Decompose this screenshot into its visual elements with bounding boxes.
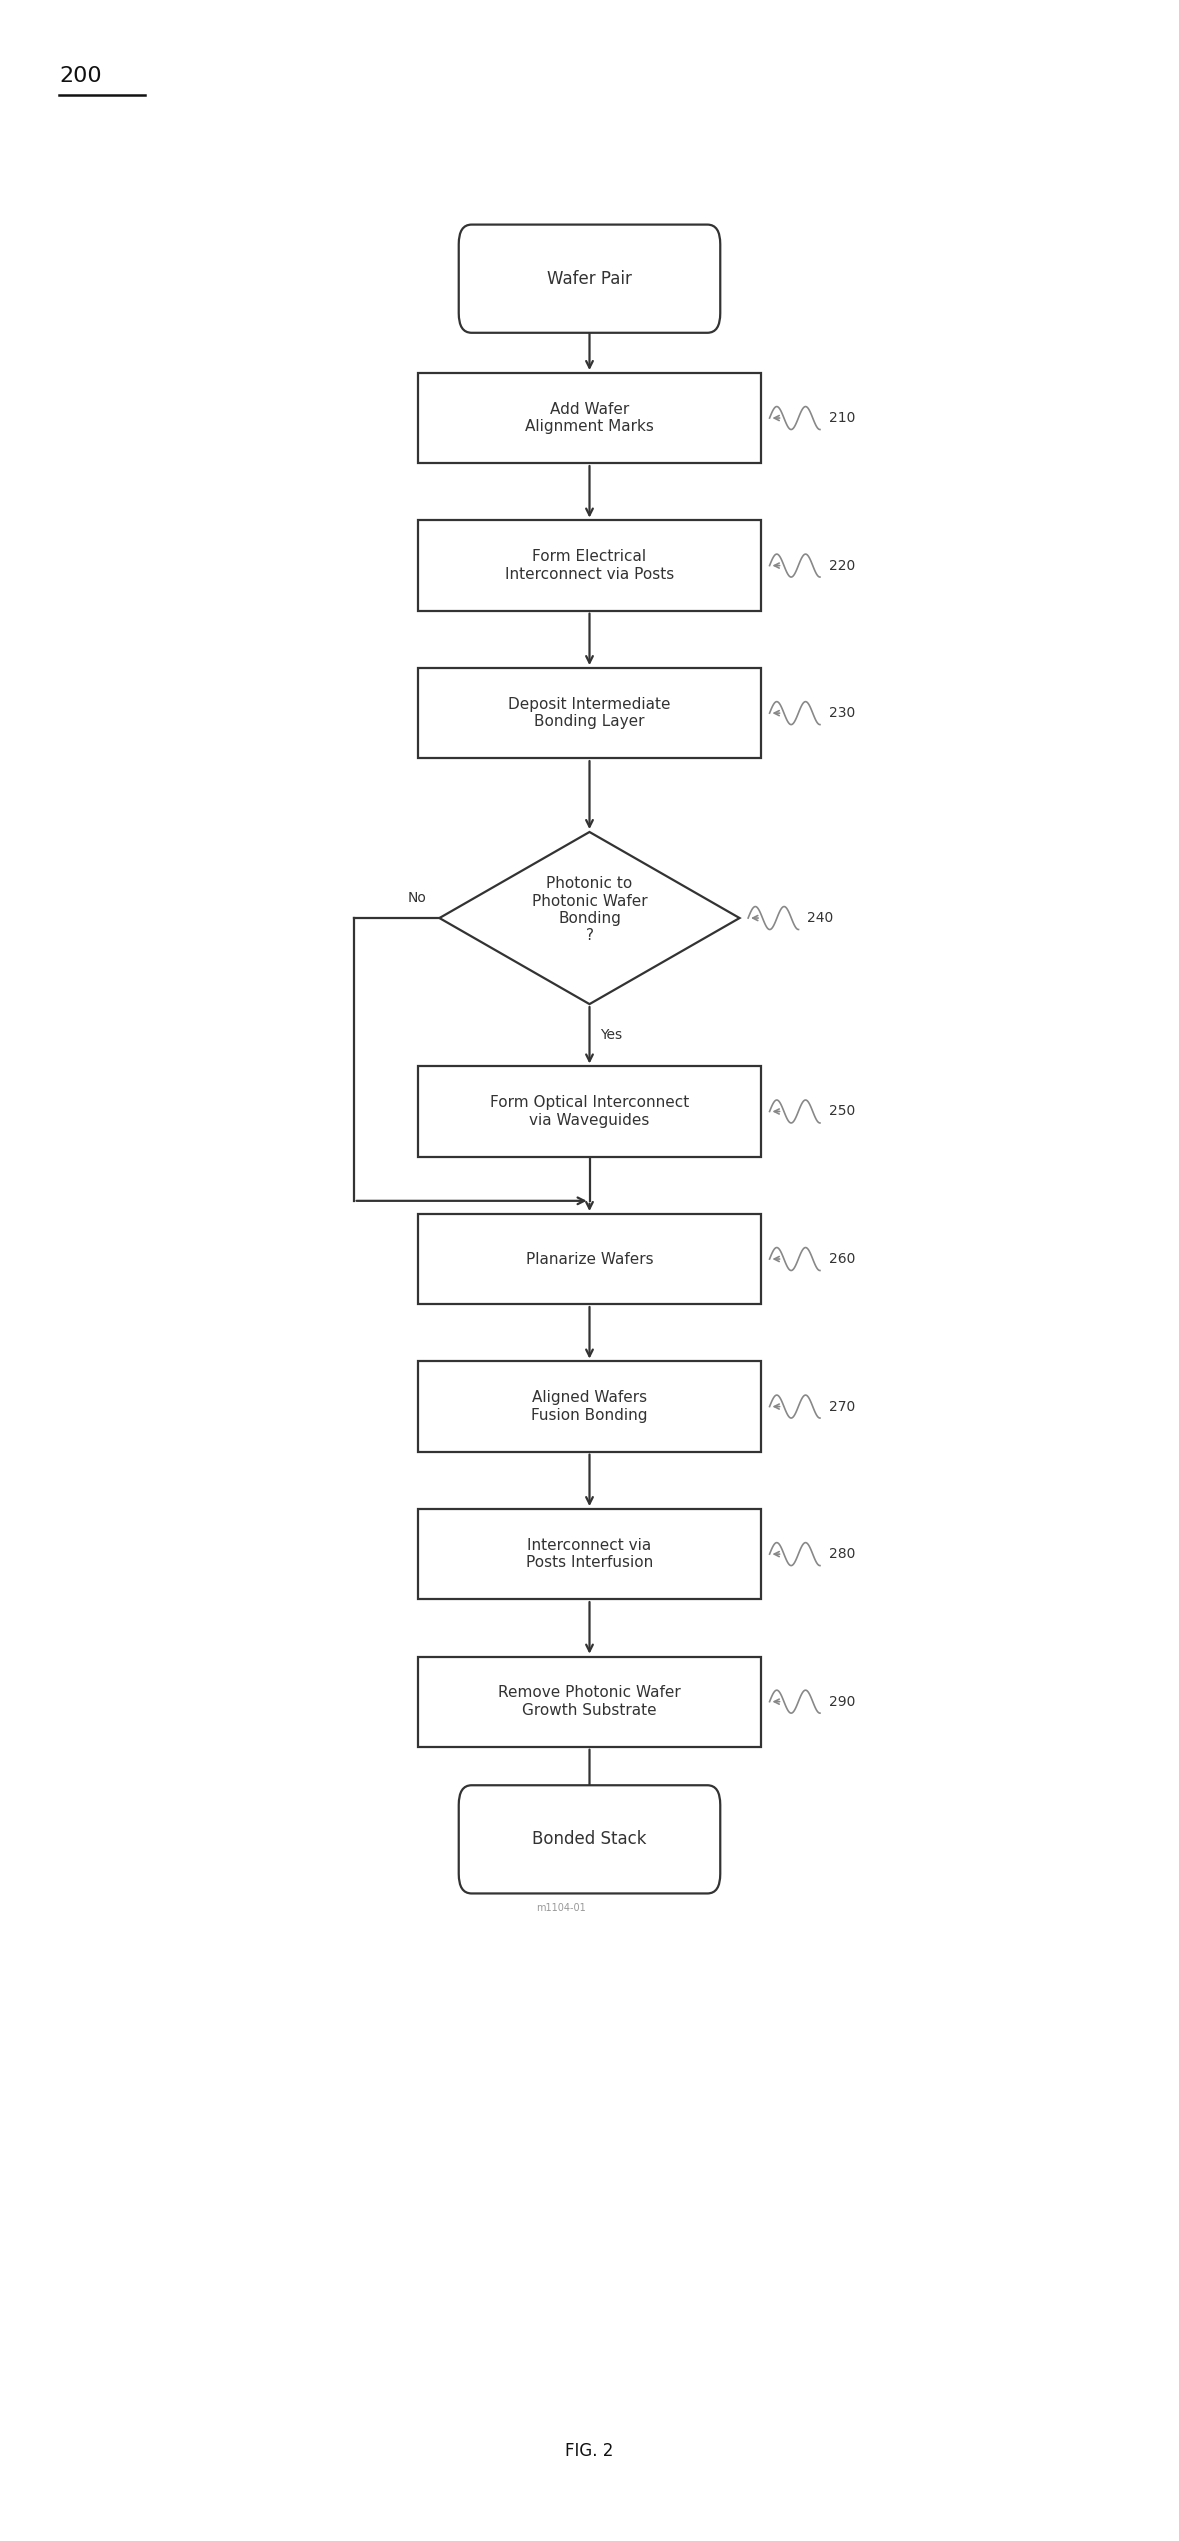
Text: 240: 240	[808, 912, 834, 925]
Bar	[419, 1509, 760, 1598]
Text: Remove Photonic Wafer
Growth Substrate: Remove Photonic Wafer Growth Substrate	[498, 1685, 681, 1718]
Text: 290: 290	[829, 1695, 855, 1708]
Text: Photonic to
Photonic Wafer
Bonding
?: Photonic to Photonic Wafer Bonding ?	[532, 877, 647, 943]
Bar	[419, 1215, 760, 1304]
Text: m1104-01: m1104-01	[536, 1903, 586, 1913]
Text: FIG. 2: FIG. 2	[565, 2442, 614, 2460]
Text: 270: 270	[829, 1400, 855, 1413]
Text: Form Electrical
Interconnect via Posts: Form Electrical Interconnect via Posts	[505, 549, 674, 582]
Text: Form Optical Interconnect
via Waveguides: Form Optical Interconnect via Waveguides	[490, 1095, 689, 1128]
Text: Yes: Yes	[600, 1029, 623, 1042]
Text: Wafer Pair: Wafer Pair	[547, 269, 632, 287]
Bar	[419, 668, 760, 757]
Text: Planarize Wafers: Planarize Wafers	[526, 1253, 653, 1265]
Text: Deposit Intermediate
Bonding Layer: Deposit Intermediate Bonding Layer	[508, 696, 671, 729]
Text: Bonded Stack: Bonded Stack	[532, 1830, 647, 1847]
FancyBboxPatch shape	[459, 1786, 720, 1893]
Text: Aligned Wafers
Fusion Bonding: Aligned Wafers Fusion Bonding	[532, 1390, 647, 1423]
Bar	[419, 521, 760, 610]
Text: Add Wafer
Alignment Marks: Add Wafer Alignment Marks	[525, 401, 654, 435]
Bar	[419, 374, 760, 462]
Text: 210: 210	[829, 412, 855, 424]
Polygon shape	[440, 831, 739, 1004]
Bar	[419, 1362, 760, 1451]
Text: Interconnect via
Posts Interfusion: Interconnect via Posts Interfusion	[526, 1537, 653, 1570]
Bar	[419, 1067, 760, 1156]
Text: 200: 200	[59, 66, 101, 86]
Text: 260: 260	[829, 1253, 855, 1265]
FancyBboxPatch shape	[459, 224, 720, 333]
Text: No: No	[408, 892, 427, 905]
Bar	[419, 1657, 760, 1746]
Text: 280: 280	[829, 1547, 855, 1560]
Text: 250: 250	[829, 1105, 855, 1118]
Text: 230: 230	[829, 706, 855, 719]
Text: 220: 220	[829, 559, 855, 572]
